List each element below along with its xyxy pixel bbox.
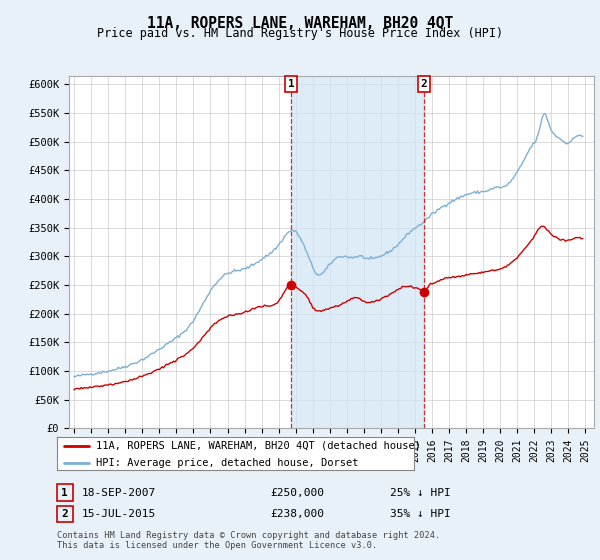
Text: 11A, ROPERS LANE, WAREHAM, BH20 4QT: 11A, ROPERS LANE, WAREHAM, BH20 4QT [147, 16, 453, 31]
Text: 11A, ROPERS LANE, WAREHAM, BH20 4QT (detached house): 11A, ROPERS LANE, WAREHAM, BH20 4QT (det… [96, 441, 421, 451]
Text: £250,000: £250,000 [270, 488, 324, 498]
Text: 2: 2 [421, 79, 428, 89]
Text: 18-SEP-2007: 18-SEP-2007 [82, 488, 156, 498]
Text: 1: 1 [287, 79, 295, 89]
Bar [291, 76, 424, 428]
Text: Contains HM Land Registry data © Crown copyright and database right 2024.
This d: Contains HM Land Registry data © Crown c… [57, 530, 440, 550]
Text: 15-JUL-2015: 15-JUL-2015 [82, 509, 156, 519]
Text: HPI: Average price, detached house, Dorset: HPI: Average price, detached house, Dors… [96, 458, 359, 468]
Text: 35% ↓ HPI: 35% ↓ HPI [390, 509, 451, 519]
Text: 1: 1 [61, 488, 68, 498]
Text: £238,000: £238,000 [270, 509, 324, 519]
Text: Price paid vs. HM Land Registry's House Price Index (HPI): Price paid vs. HM Land Registry's House … [97, 27, 503, 40]
Text: 25% ↓ HPI: 25% ↓ HPI [390, 488, 451, 498]
Text: 2: 2 [61, 509, 68, 519]
